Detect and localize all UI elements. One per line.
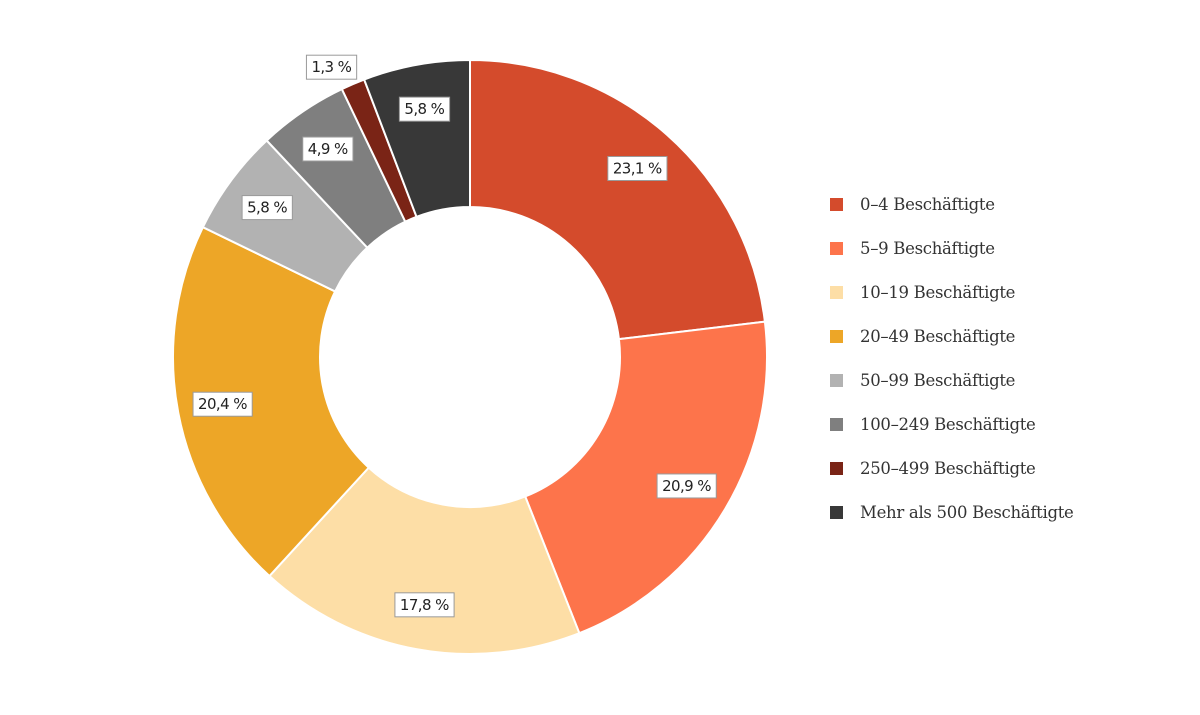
data-label-text: 5,8 % [247,199,287,217]
data-label-text: 1,3 % [311,58,351,76]
legend-swatch [830,417,843,431]
data-label: 1,3 % [305,54,358,80]
chart-legend: 0–4 Beschäftigte 5–9 Beschäftigte 10–19 … [830,182,1074,534]
legend-label: 250–499 Beschäftigte [860,458,1036,478]
data-label-box [394,592,455,618]
data-label-text: 4,9 % [308,140,348,158]
legend-label: Mehr als 500 Beschäftigte [860,502,1074,522]
data-label-text: 17,8 % [400,596,449,614]
data-label-box [302,136,354,162]
legend-item: 50–99 Beschäftigte [830,358,1074,402]
data-label-box [607,155,668,181]
legend-item: 250–499 Beschäftigte [830,446,1074,490]
data-label: 5,8 % [398,96,451,122]
legend-swatch [830,373,843,387]
legend-item: 20–49 Beschäftigte [830,314,1074,358]
legend-item: Mehr als 500 Beschäftigte [830,490,1074,534]
data-label: 5,8 % [241,195,293,221]
data-label-box [656,473,717,499]
slice-10-19-besch-ftigte [268,466,581,655]
slice-0-4-besch-ftigte [469,58,766,341]
data-label-text: 20,4 % [198,395,247,413]
legend-item: 100–249 Beschäftigte [830,402,1074,446]
data-label: 20,4 % [192,391,253,417]
legend-swatch [830,241,843,255]
data-label: 20,9 % [656,473,717,499]
legend-swatch [830,329,843,343]
legend-label: 20–49 Beschäftigte [860,326,1016,346]
slice-20-49-besch-ftigte [172,225,371,578]
legend-swatch [830,461,843,475]
data-label: 17,8 % [394,592,455,618]
data-label-box [192,391,253,417]
legend-item: 10–19 Beschäftigte [830,270,1074,314]
data-label-text: 20,9 % [662,477,711,495]
data-label-box [305,54,358,80]
legend-label: 100–249 Beschäftigte [860,414,1036,434]
legend-swatch [830,505,843,519]
data-label-text: 5,8 % [404,100,444,118]
data-label: 4,9 % [302,136,354,162]
data-label-box [241,195,293,221]
legend-swatch [830,197,843,211]
legend-item: 0–4 Beschäftigte [830,182,1074,226]
legend-label: 5–9 Beschäftigte [860,238,995,258]
data-label: 23,1 % [607,155,668,181]
data-labels: 23,1 % 20,9 % 17,8 % 20,4 % 5,8 % 4,9 % 1,3 % 5… [192,54,717,618]
legend-swatch [830,285,843,299]
data-label-text: 23,1 % [613,159,662,177]
legend-label: 50–99 Beschäftigte [860,370,1016,390]
slice-5-9-besch-ftigte [523,320,768,635]
data-label-box [398,96,451,122]
legend-label: 0–4 Beschäftigte [860,194,995,214]
legend-item: 5–9 Beschäftigte [830,226,1074,270]
legend-label: 10–19 Beschäftigte [860,282,1016,302]
donut-slices [172,58,768,655]
